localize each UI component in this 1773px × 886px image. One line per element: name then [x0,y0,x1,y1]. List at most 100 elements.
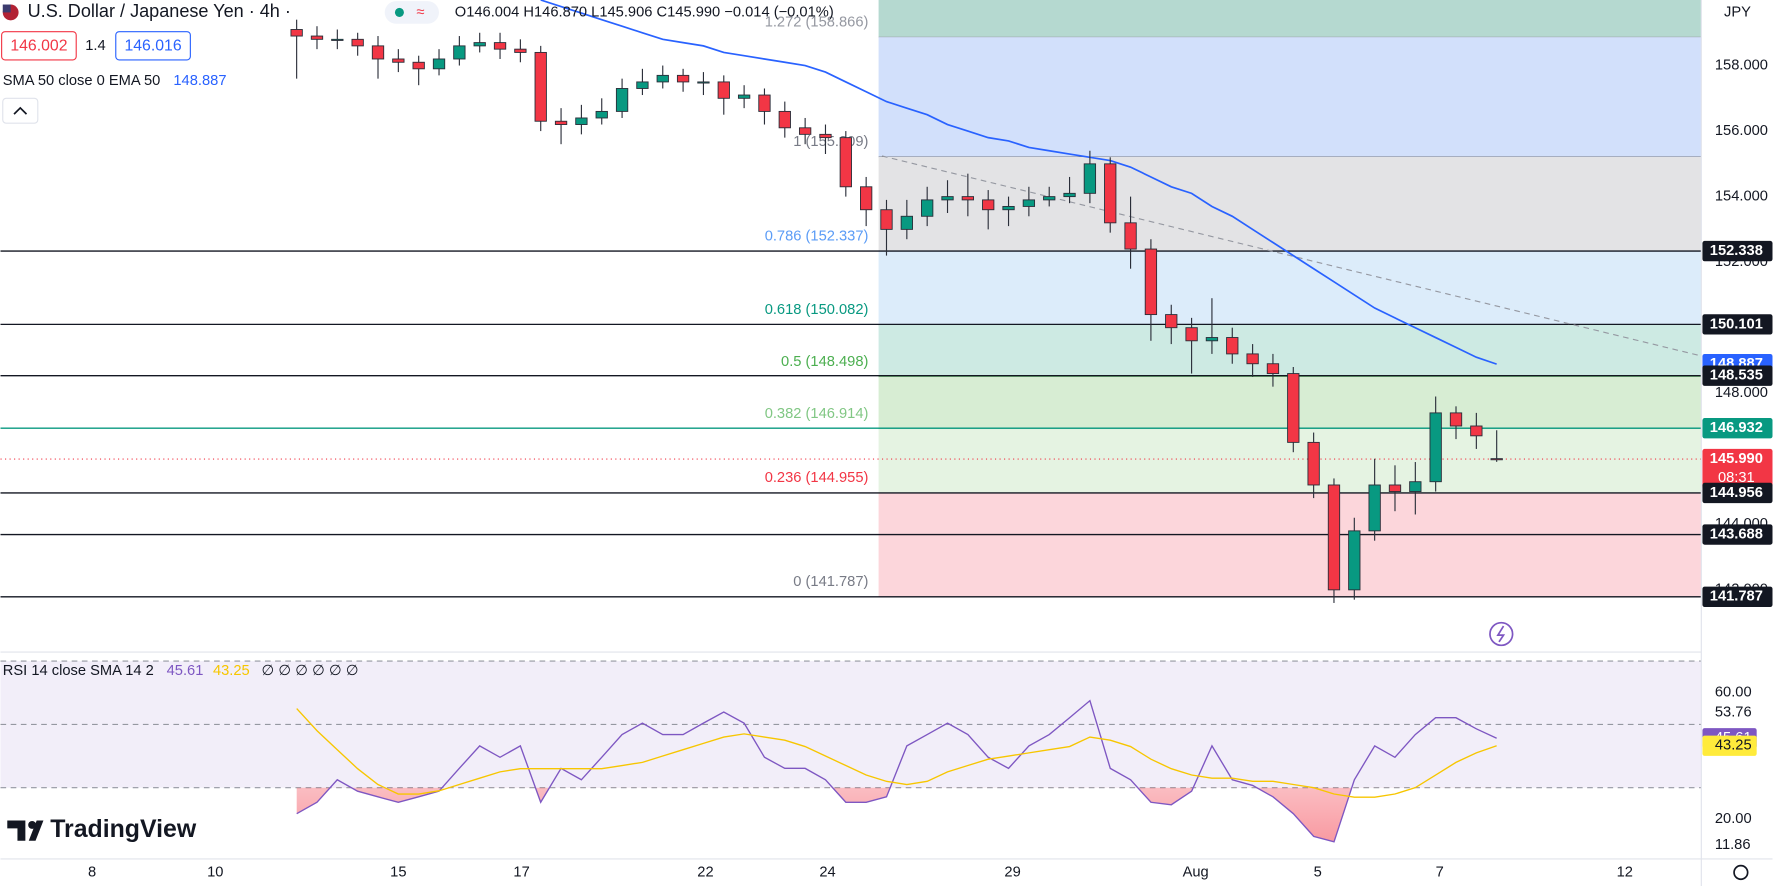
x-tick-label: 24 [819,864,835,880]
candle-body [595,110,608,119]
price-tag-label: 141.787 [1710,589,1763,605]
buy-button[interactable] [115,31,191,61]
candle-body [1470,425,1483,437]
candle-body [534,51,547,122]
candle-body [717,81,730,99]
price-tag [1702,365,1773,386]
candle-body [1124,222,1137,250]
candle-body [493,42,507,50]
status-icon: ≈ [416,4,424,20]
event-bolt[interactable] [1496,625,1506,643]
collapse-icon[interactable] [13,106,28,115]
candle-body [1226,337,1239,355]
candle-body [554,120,568,125]
candle-body [1368,484,1381,532]
candle-body [636,81,649,89]
candle-body [839,137,852,188]
candle-body [880,209,893,230]
moving-average [540,0,1497,365]
candle-body [961,196,975,201]
rsi-line [296,699,1497,843]
settings-icon[interactable] [1733,864,1749,881]
fib-label: 0.5 (148.498) [781,354,868,370]
collapse-button[interactable] [2,97,39,124]
y-tick-label: 158.000 [1715,57,1768,73]
price-tag-label: 150.101 [1710,316,1763,332]
candle-body [371,45,385,60]
price-tag-label: 143.688 [1710,526,1763,542]
rsi-title: RSI 14 close SMA 14 2 [3,663,154,679]
logo-text: TradingView [50,815,197,843]
fib-label: 0.786 (152.337) [765,228,869,244]
rsi-pane: RSI 14 close SMA 14 2 45.61 43.25 ∅ ∅ ∅ ∅ ∅… [0,660,1702,843]
spread: 1.4 [85,38,105,54]
candle-body [1083,163,1097,194]
candle-body [1002,205,1015,211]
fib-label: 0.236 (144.955) [765,470,869,486]
fib-label: 0.382 (146.914) [765,406,869,422]
y-tick-label: 148.000 [1715,385,1768,401]
fib-zone [878,0,1702,38]
y-tick-label: 60.00 [1715,685,1752,701]
fib-zone [878,325,1702,377]
price-tag-label: 148.535 [1710,368,1763,384]
x-tick-label: 17 [513,864,529,880]
candle-body [1205,337,1219,342]
sell-button[interactable] [1,31,77,61]
x-tick-label: 15 [390,864,406,880]
indicator-legend: SMA 50 close 0 EMA 50 [3,73,161,89]
candle-body [1246,353,1259,365]
x-tick-label: 8 [88,864,96,880]
price-tag-label: 145.990 [1710,451,1763,467]
fib-zone [878,251,1702,326]
candle-body [615,88,629,112]
logo-mark [7,820,44,841]
candle-body [1185,327,1198,342]
ohlc-values: O146.004 H146.870 L145.906 C145.990 −0.0… [455,4,834,20]
candle-body [453,45,466,60]
candle-body [310,35,324,40]
candle-body [1409,481,1422,492]
price-tag [1702,482,1773,504]
indicator-value: 148.887 [173,73,226,89]
rsi-tag [1702,735,1757,756]
x-tick-label: 10 [207,864,223,880]
fib-label: 0 (141.787) [793,574,868,590]
price-tag [1702,314,1773,335]
candle-body [1388,484,1402,492]
candle-body [1104,163,1117,224]
countdown: 08:31 [1718,470,1755,486]
sell-price[interactable]: 146.002 [10,38,67,55]
buy-price[interactable]: 146.016 [124,38,181,55]
event-icon[interactable] [1489,621,1514,647]
rsi-extra: ∅ ∅ ∅ ∅ ∅ ∅ [262,663,359,679]
fib-label: 0.618 (150.082) [765,302,869,318]
candle-body [758,94,771,112]
candle-body [1327,484,1341,591]
candle-body [737,94,751,99]
candle-body [1287,373,1300,443]
candle-body [432,58,446,70]
candle-body [900,215,913,230]
candle-body [1449,412,1463,427]
candle-body [1490,458,1503,461]
rsi-tag-label: 11.86 [1715,837,1751,853]
candle-body [778,110,791,129]
rsi-line [296,708,1497,798]
fib-zone [878,156,1702,252]
currency[interactable]: JPY [1724,4,1751,20]
candle-body [860,186,873,211]
candle-body [331,38,344,41]
candle-body [676,74,690,83]
candle-body [656,74,669,83]
candle-body [1307,441,1320,486]
y-tick-label: 20.00 [1715,811,1752,827]
candle-body [819,133,832,139]
price-tag-label: 144.956 [1710,485,1763,501]
x-tick-label: 29 [1004,864,1020,880]
rsi-sma-value: 43.25 [213,663,250,679]
x-tick-label: 12 [1617,864,1633,880]
